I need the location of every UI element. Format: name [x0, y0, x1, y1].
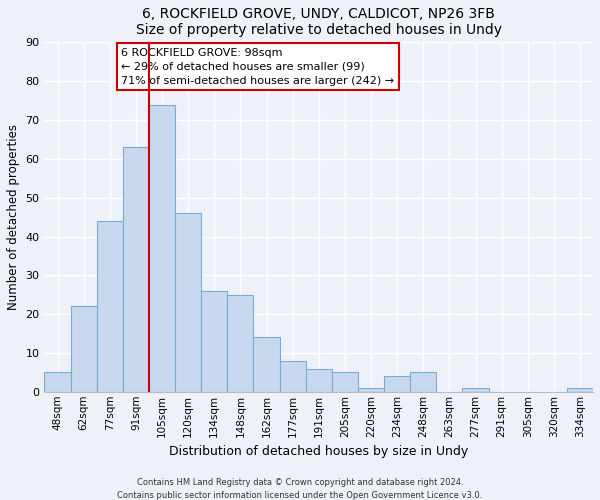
Bar — [71, 306, 97, 392]
Bar — [149, 104, 175, 392]
Bar — [253, 338, 280, 392]
Y-axis label: Number of detached properties: Number of detached properties — [7, 124, 20, 310]
Bar — [567, 388, 593, 392]
Bar — [175, 214, 201, 392]
Text: Contains HM Land Registry data © Crown copyright and database right 2024.
Contai: Contains HM Land Registry data © Crown c… — [118, 478, 482, 500]
Bar — [358, 388, 384, 392]
Bar — [123, 148, 149, 392]
Bar — [306, 368, 332, 392]
Bar — [227, 295, 253, 392]
Bar — [332, 372, 358, 392]
Bar — [384, 376, 410, 392]
Bar — [410, 372, 436, 392]
Bar — [280, 361, 306, 392]
X-axis label: Distribution of detached houses by size in Undy: Distribution of detached houses by size … — [169, 445, 469, 458]
Bar — [463, 388, 488, 392]
Bar — [97, 221, 123, 392]
Title: 6, ROCKFIELD GROVE, UNDY, CALDICOT, NP26 3FB
Size of property relative to detach: 6, ROCKFIELD GROVE, UNDY, CALDICOT, NP26… — [136, 7, 502, 37]
Bar — [201, 291, 227, 392]
Text: 6 ROCKFIELD GROVE: 98sqm
← 29% of detached houses are smaller (99)
71% of semi-d: 6 ROCKFIELD GROVE: 98sqm ← 29% of detach… — [121, 48, 394, 86]
Bar — [44, 372, 71, 392]
